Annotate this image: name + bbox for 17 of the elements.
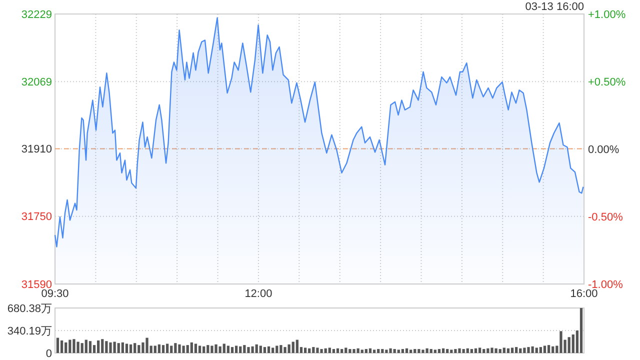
- y-tick-label: 31590: [21, 278, 52, 291]
- y-tick-label: 31910: [21, 144, 52, 156]
- x-tick-label: 12:00: [244, 288, 272, 300]
- y2-tick-label: +1.00%: [588, 8, 626, 21]
- y-tick-label: 680.38万: [7, 302, 52, 315]
- x-tick-label: 16:00: [570, 288, 598, 300]
- y2-tick-label: 0.00%: [588, 144, 620, 156]
- y-tick-label: 32229: [21, 8, 52, 21]
- x-tick-label: 09:30: [41, 288, 69, 300]
- y2-tick-label: +0.50%: [588, 76, 626, 88]
- y-tick-label: 0: [46, 348, 52, 360]
- y-tick-label: 340.19万: [7, 325, 52, 338]
- y2-tick-label: -0.50%: [588, 211, 624, 224]
- y-tick-label: 32069: [21, 76, 52, 88]
- y-tick-label: 31750: [21, 211, 52, 224]
- y2-tick-label: -1.00%: [588, 278, 624, 291]
- text: 03-13 16:00: [525, 1, 584, 13]
